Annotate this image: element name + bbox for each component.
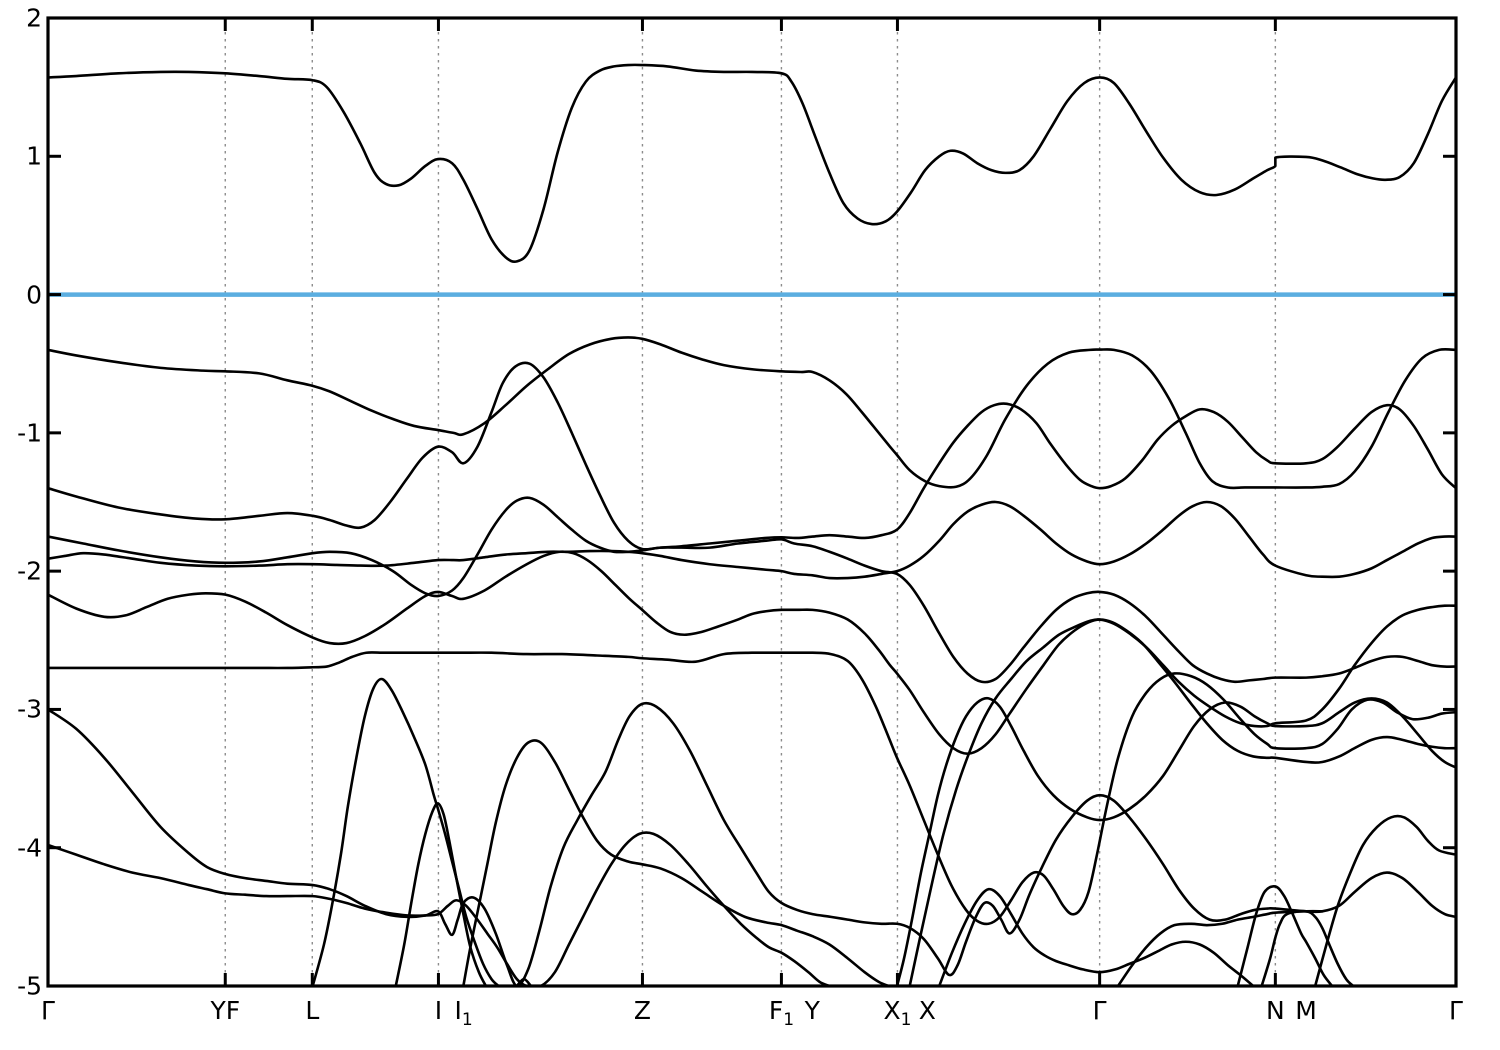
band-curve-band-13	[515, 977, 533, 986]
band-curve-band-15	[908, 604, 1456, 986]
band-curves	[48, 63, 1456, 986]
band-curve-band-10	[311, 677, 500, 986]
x-tick-label-Γ: Γ	[1449, 996, 1463, 1025]
x-tick-label-I: I	[434, 996, 443, 1025]
x-tick-label-F1: F1	[768, 996, 795, 1030]
x-tick-label-L: L	[305, 996, 320, 1025]
gridlines	[224, 18, 1277, 986]
x-tick-label-N: N	[1265, 996, 1285, 1025]
x-tick-label-Γ: Γ	[1092, 996, 1107, 1025]
y-tick-label-3: -1	[17, 418, 42, 448]
x-tick-label-Z: Z	[633, 996, 652, 1025]
band-curve-band-20	[1116, 909, 1324, 986]
x-tick-label-X: X	[918, 996, 936, 1025]
band-curve-band-08	[48, 701, 1456, 986]
band-curve-band-05	[48, 500, 1456, 580]
band-curve-band-03	[48, 361, 1456, 551]
band-curve-band-01-conduction	[48, 63, 1456, 264]
band-curve-band-11	[394, 802, 488, 986]
y-tick-label-0: 2	[26, 3, 42, 33]
band-curve-band-02	[48, 336, 1456, 490]
y-tick-label-2: 0	[26, 280, 42, 310]
band-curve-band-12	[462, 739, 890, 986]
y-tick-label-4: -2	[17, 556, 42, 586]
band-curve-band-16	[937, 887, 1255, 986]
x-axis-ticks	[223, 18, 1277, 986]
plot-frame	[46, 16, 1458, 988]
y-tick-label-6: -4	[17, 833, 42, 863]
x-tick-label-X1: X1	[883, 996, 912, 1030]
y-tick-label-7: -5	[17, 971, 42, 1001]
y-axis-ticks	[48, 154, 1456, 850]
y-tick-label-1: 1	[26, 141, 42, 171]
x-tick-label-Y: Y	[804, 996, 820, 1025]
band-curve-band-04	[48, 496, 1456, 684]
band-curve-band-17	[1260, 909, 1355, 986]
band-curve-band-07	[48, 651, 1456, 926]
x-tick-label-YF: YF	[210, 996, 241, 1025]
band-curve-band-06	[48, 550, 1456, 764]
x-tick-label-M: M	[1295, 996, 1317, 1025]
y-tick-label-5: -3	[17, 694, 42, 724]
band-curve-band-19	[1313, 814, 1456, 986]
x-tick-label-Γ: Γ	[41, 996, 55, 1025]
x-tick-label-I1: I1	[454, 996, 473, 1030]
band-curve-band-14	[895, 696, 1456, 986]
